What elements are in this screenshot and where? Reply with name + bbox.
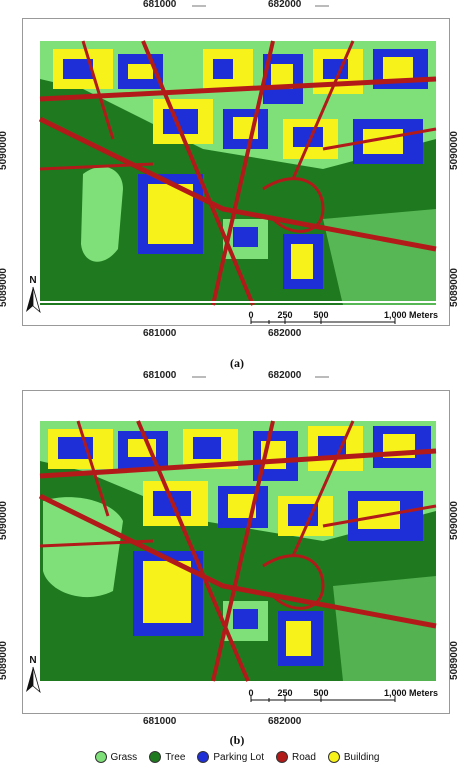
x-tick-label: 681000 bbox=[143, 370, 177, 381]
legend-item-parking-lot: Parking Lot bbox=[197, 751, 264, 763]
panel-caption-a: (a) bbox=[230, 356, 244, 370]
x-tick-label: 681000 bbox=[143, 328, 177, 339]
scale-label-0: 0 bbox=[248, 310, 253, 320]
scale-label-1000: 1,000 Meters bbox=[384, 310, 438, 320]
legend-swatch bbox=[197, 751, 210, 763]
legend-swatch bbox=[94, 751, 107, 763]
legend-label: Building bbox=[343, 751, 380, 763]
svg-text:N: N bbox=[29, 275, 36, 286]
y-tick-label: 5089000 bbox=[448, 268, 460, 307]
legend-label: Parking Lot bbox=[213, 751, 264, 763]
land-cover-map: 0 250 500 1,000 Meters N bbox=[26, 40, 438, 324]
x-tick-label: 681000 bbox=[143, 716, 177, 727]
legend-item-road: Road bbox=[275, 751, 316, 763]
legend-item-grass: Grass bbox=[94, 751, 138, 763]
legend-item-tree: Tree bbox=[149, 751, 185, 763]
map-panel-b: 681000 682000 5090000 5089000 5090000 50… bbox=[0, 370, 474, 738]
y-tick-label: 5089000 bbox=[448, 641, 460, 680]
scale-bar: 0 250 500 1,000 Meters bbox=[248, 688, 438, 702]
map-legend: Grass Tree Parking Lot Road Building bbox=[0, 748, 474, 766]
panel-caption-b: (b) bbox=[229, 733, 245, 747]
x-tick-label: 682000 bbox=[268, 0, 302, 10]
x-tick-label: 681000 bbox=[143, 0, 177, 10]
y-tick-label: 5090000 bbox=[0, 501, 9, 540]
scale-bar: 0 250 500 1,000 Meters bbox=[248, 310, 438, 324]
legend-swatch bbox=[327, 751, 340, 763]
legend-item-building: Building bbox=[327, 751, 380, 763]
x-tick-label: 682000 bbox=[268, 328, 302, 339]
x-tick-mark bbox=[192, 376, 206, 378]
scale-label-500: 500 bbox=[313, 310, 328, 320]
legend-label: Tree bbox=[165, 751, 186, 763]
y-tick-label: 5090000 bbox=[0, 131, 9, 170]
legend-swatch bbox=[149, 751, 162, 763]
scale-label-250: 250 bbox=[277, 688, 292, 698]
y-tick-label: 5090000 bbox=[448, 501, 460, 540]
y-tick-label: 5089000 bbox=[0, 641, 9, 680]
x-tick-mark bbox=[192, 5, 206, 7]
x-tick-mark bbox=[315, 5, 329, 7]
y-tick-label: 5089000 bbox=[0, 268, 9, 307]
north-arrow-icon: N bbox=[26, 655, 41, 694]
x-tick-mark bbox=[315, 376, 329, 378]
scale-label-250: 250 bbox=[277, 310, 292, 320]
x-tick-label: 682000 bbox=[268, 370, 302, 381]
scale-label-500: 500 bbox=[313, 688, 328, 698]
map-frame: 0 250 500 1,000 Meters N bbox=[22, 18, 450, 326]
x-tick-label: 682000 bbox=[268, 716, 302, 727]
svg-text:N: N bbox=[29, 655, 36, 666]
scale-label-1000: 1,000 Meters bbox=[384, 688, 438, 698]
land-cover-map: 0 250 500 1,000 Meters N bbox=[26, 420, 438, 702]
map-panel-a: 681000 682000 5090000 5089000 5090000 50… bbox=[0, 0, 474, 340]
legend-label: Road bbox=[291, 751, 316, 763]
legend-label: Grass bbox=[110, 751, 138, 763]
scale-label-0: 0 bbox=[248, 688, 253, 698]
y-tick-label: 5090000 bbox=[448, 131, 460, 170]
legend-swatch bbox=[275, 751, 288, 763]
north-arrow-icon: N bbox=[26, 275, 41, 314]
map-frame: 0 250 500 1,000 Meters N bbox=[22, 390, 450, 714]
